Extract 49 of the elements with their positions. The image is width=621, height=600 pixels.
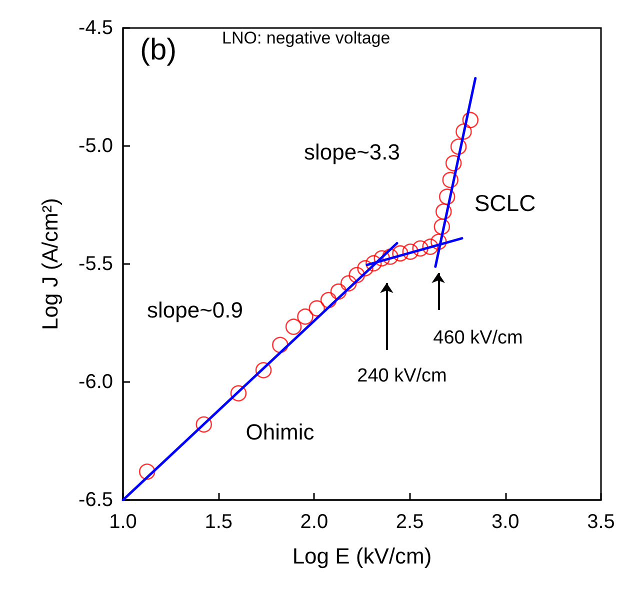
point <box>366 255 382 272</box>
point <box>357 260 374 276</box>
point <box>348 266 365 284</box>
point <box>456 123 472 140</box>
x-tick-label: 3.0 <box>491 511 520 533</box>
y-tick-label: -6.0 <box>78 371 113 393</box>
point <box>285 318 302 335</box>
x-axis-title: Log E (kV/cm) <box>292 544 432 568</box>
point <box>392 245 408 262</box>
point <box>436 203 452 220</box>
point <box>330 283 347 300</box>
y-tick-label: -5.0 <box>78 135 113 157</box>
y-axis-title: Log J (A/cm²) <box>38 198 62 330</box>
point <box>340 275 357 292</box>
point <box>445 155 462 172</box>
annotation: slope~3.3 <box>304 140 400 164</box>
point <box>230 385 247 402</box>
annotation: slope~0.9 <box>146 298 244 322</box>
y-tick-label: -6.5 <box>78 489 113 511</box>
point <box>297 308 314 325</box>
x-tick-label: 3.5 <box>587 511 615 533</box>
point <box>138 464 156 480</box>
x-tick-label: 1.5 <box>204 511 233 533</box>
annotation: SCLC <box>474 190 536 216</box>
x-tick-label: 1.0 <box>109 511 137 533</box>
point <box>196 416 212 433</box>
x-tick-label: 2.5 <box>396 511 424 533</box>
point <box>382 248 398 265</box>
point <box>442 172 458 188</box>
point <box>462 112 479 128</box>
point <box>272 336 288 354</box>
point <box>412 240 428 257</box>
point <box>450 138 467 155</box>
point <box>422 238 438 255</box>
point <box>374 250 390 266</box>
x-tick-label: 2.0 <box>300 511 328 533</box>
point <box>255 362 272 378</box>
annotation: (b) <box>140 34 177 66</box>
y-tick-label: -5.5 <box>78 253 113 275</box>
annotation: 240 kV/cm <box>357 366 447 386</box>
point <box>430 234 447 250</box>
point <box>402 244 419 260</box>
annotation: Ohimic <box>246 420 314 444</box>
annotation: LNO: negative voltage <box>222 28 390 48</box>
annotation: 460 kV/cm <box>433 328 523 348</box>
y-tick-label: -4.5 <box>78 17 113 39</box>
point <box>320 292 337 308</box>
point <box>434 218 450 235</box>
point <box>438 188 456 205</box>
